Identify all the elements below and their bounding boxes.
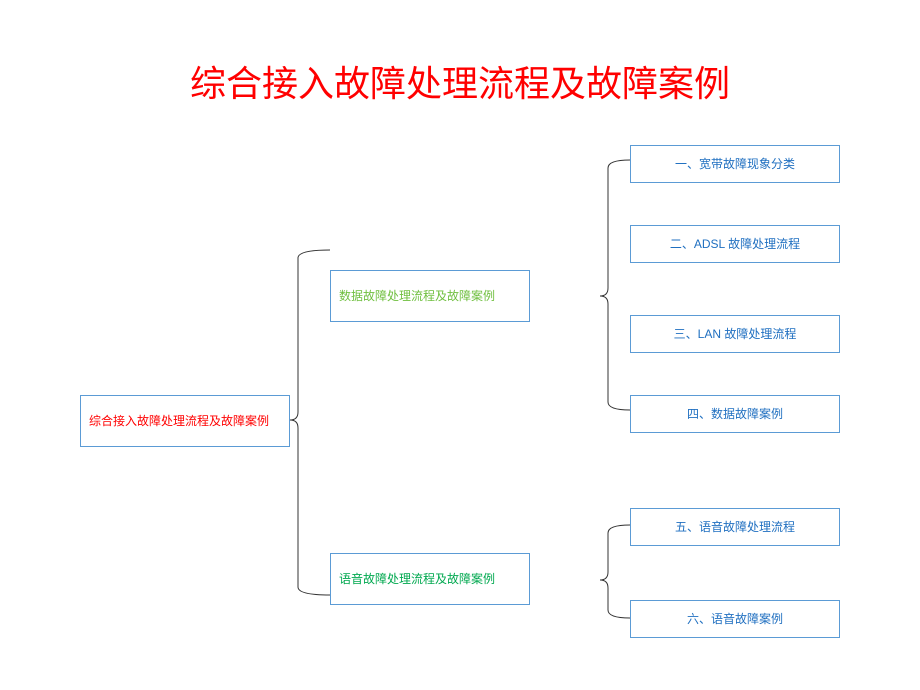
page-title-text: 综合接入故障处理流程及故障案例 — [190, 64, 730, 104]
root-node-text: 综合接入故障处理流程及故障案例 — [89, 413, 269, 430]
leaf-node-4-text: 五、语音故障处理流程 — [675, 519, 795, 536]
page-title: 综合接入故障处理流程及故障案例 — [0, 55, 920, 107]
leaf-node-2: 三、LAN 故障处理流程 — [630, 315, 840, 353]
leaf-node-3: 四、数据故障案例 — [630, 395, 840, 433]
leaf-node-4: 五、语音故障处理流程 — [630, 508, 840, 546]
leaf-node-0-text: 一、宽带故障现象分类 — [675, 156, 795, 173]
leaf-node-5-text: 六、语音故障案例 — [687, 611, 783, 628]
root-node: 综合接入故障处理流程及故障案例 — [80, 395, 290, 447]
leaf-node-0: 一、宽带故障现象分类 — [630, 145, 840, 183]
leaf-node-3-text: 四、数据故障案例 — [687, 406, 783, 423]
branch-node-1: 语音故障处理流程及故障案例 — [330, 553, 530, 605]
leaf-node-2-text: 三、LAN 故障处理流程 — [674, 326, 797, 343]
branch-node-0-text: 数据故障处理流程及故障案例 — [339, 288, 495, 305]
branch-node-1-text: 语音故障处理流程及故障案例 — [339, 571, 495, 588]
leaf-node-5: 六、语音故障案例 — [630, 600, 840, 638]
branch-node-0: 数据故障处理流程及故障案例 — [330, 270, 530, 322]
leaf-node-1: 二、ADSL 故障处理流程 — [630, 225, 840, 263]
leaf-node-1-text: 二、ADSL 故障处理流程 — [670, 236, 800, 253]
bracket-0 — [280, 240, 340, 605]
bracket-1 — [590, 150, 640, 420]
bracket-2 — [590, 515, 640, 628]
